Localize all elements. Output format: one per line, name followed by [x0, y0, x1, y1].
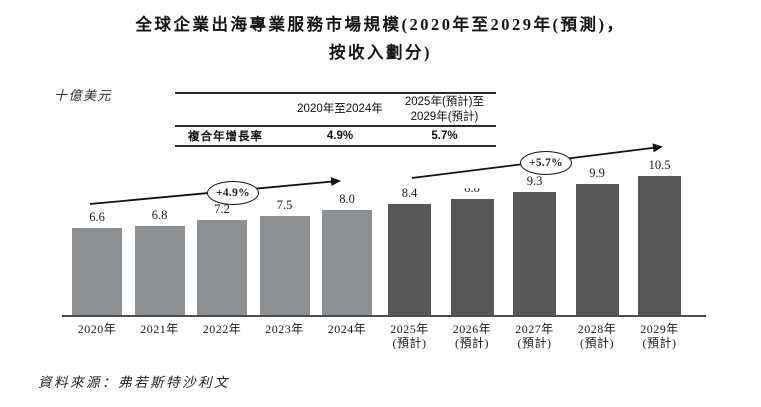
x-axis-label: 2024年 — [327, 322, 367, 336]
cagr-header-empty-cell — [175, 93, 287, 127]
cagr-table-header-row: 2020年至2024年 2025年(預計)至 2029年(預計) — [175, 93, 496, 127]
cagr-badge-historical: +4.9% — [207, 181, 259, 205]
bar-2025年 — [388, 204, 431, 316]
source-note: 資料來源：弗若斯特沙利文 — [38, 375, 230, 390]
bar-2021年 — [134, 226, 185, 316]
x-axis-label: 2027年 (預計) — [515, 322, 554, 351]
x-axis-label: 2029年 (預計) — [640, 322, 679, 351]
x-axis-label: 2022年 — [202, 322, 242, 336]
cagr-badge-forecast: +5.7% — [520, 151, 572, 175]
figure-title-line-1: 全球企業出海專業服務市場規模(2020年至2029年(預測)， — [135, 15, 626, 34]
bar-value-label: 8.8 — [464, 181, 480, 195]
bar-2020年 — [72, 228, 122, 316]
cagr-table: 2020年至2024年 2025年(預計)至 2029年(預計) 複合年增長率 … — [175, 92, 496, 147]
bar-2029年 — [638, 176, 681, 316]
cagr-badge-forecast-label: +5.7% — [529, 157, 563, 169]
cagr-table-data-row: 複合年增長率 4.9% 5.7% — [175, 126, 496, 146]
x-axis-label: 2026年 (預計) — [452, 322, 492, 351]
bar-2026年 — [450, 199, 494, 316]
x-axis-label: 2021年 — [140, 322, 179, 336]
bar-value-label: 7.5 — [276, 198, 293, 212]
bar-value-label: 6.8 — [151, 208, 168, 222]
cagr-row-label: 複合年增長率 — [188, 131, 263, 143]
x-axis-label: 2025年 (預計) — [390, 322, 429, 351]
cagr-value-period-2: 5.7% — [431, 130, 458, 142]
bar-value-label: 8.0 — [339, 192, 355, 206]
y-axis-unit-label: 十億美元 — [54, 88, 113, 103]
bar-value-label: 7.2 — [214, 202, 230, 216]
bar-value-label: 10.5 — [648, 158, 671, 172]
figure-title: 全球企業出海專業服務市場規模(2020年至2029年(預測)， 按收入劃分) — [0, 11, 761, 67]
cagr-value-period-1: 4.9% — [326, 130, 354, 142]
bar-2024年 — [322, 210, 372, 316]
figure-title-line-2: 按收入劃分) — [329, 43, 432, 63]
cagr-badge-historical-label: +4.9% — [216, 187, 250, 199]
bar-2027年 — [513, 192, 556, 316]
bar-value-label: 9.9 — [589, 166, 605, 180]
bar-2023年 — [259, 216, 310, 316]
cagr-header-period-2: 2025年(預計)至 2029年(預計) — [393, 93, 496, 127]
bar-value-label: 6.6 — [89, 210, 105, 224]
x-axis-label: 2020年 — [77, 322, 117, 336]
cagr-header-period-1: 2020年至2024年 — [287, 93, 393, 127]
bar-2022年 — [197, 220, 247, 316]
bar-2028年 — [575, 184, 619, 316]
x-axis-line — [62, 315, 706, 317]
x-axis-label: 2023年 — [265, 322, 304, 336]
bar-value-label: 9.3 — [526, 174, 543, 188]
bar-value-label: 8.4 — [401, 186, 418, 200]
x-axis-label: 2028年 (預計) — [577, 322, 617, 351]
